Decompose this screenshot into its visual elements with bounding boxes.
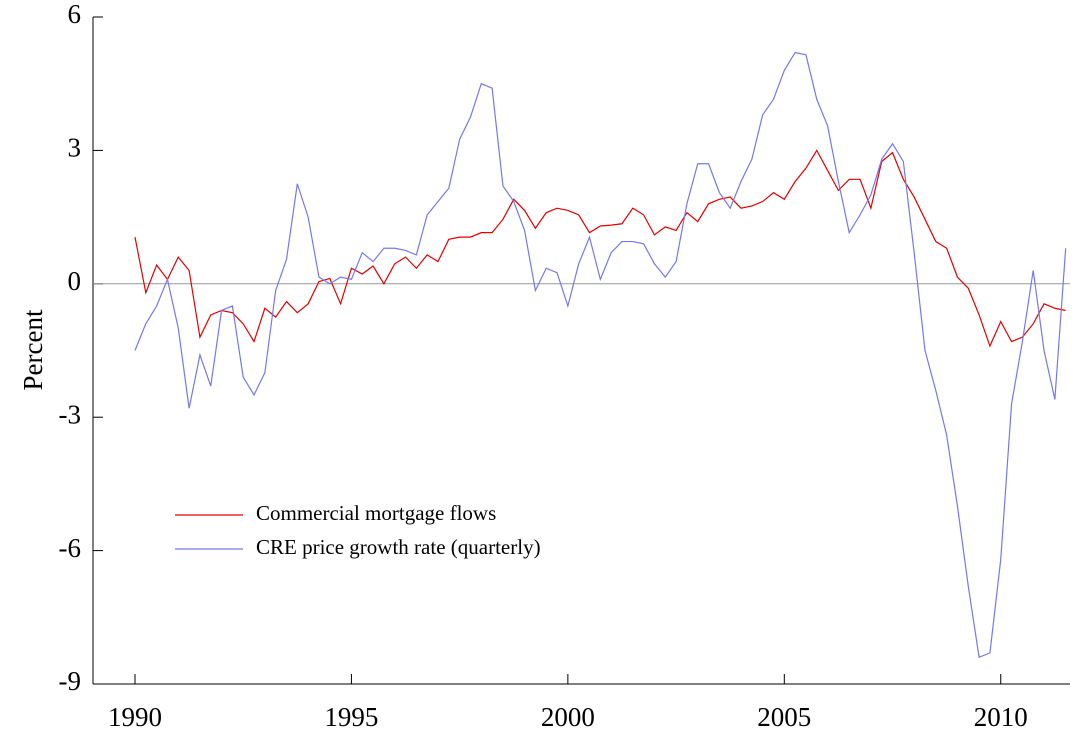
y-tick-label: -9: [59, 666, 82, 696]
legend-label: Commercial mortgage flows: [256, 501, 496, 525]
y-tick-label: 3: [68, 133, 82, 163]
series-line: [134, 149, 1066, 348]
x-tick-label: 2010: [974, 702, 1028, 732]
x-tick-label: 1990: [108, 702, 162, 732]
x-tick-label: 2005: [757, 702, 811, 732]
y-axis-label: Percent: [18, 309, 48, 390]
x-tick-label: 1995: [324, 702, 378, 732]
y-tick-label: 0: [68, 266, 82, 296]
x-tick-label: 2000: [541, 702, 595, 732]
y-tick-label: -6: [59, 533, 82, 563]
legend-label: CRE price growth rate (quarterly): [256, 535, 541, 559]
y-tick-label: 6: [68, 0, 82, 29]
y-tick-label: -3: [59, 399, 82, 429]
series-line: [134, 51, 1067, 659]
